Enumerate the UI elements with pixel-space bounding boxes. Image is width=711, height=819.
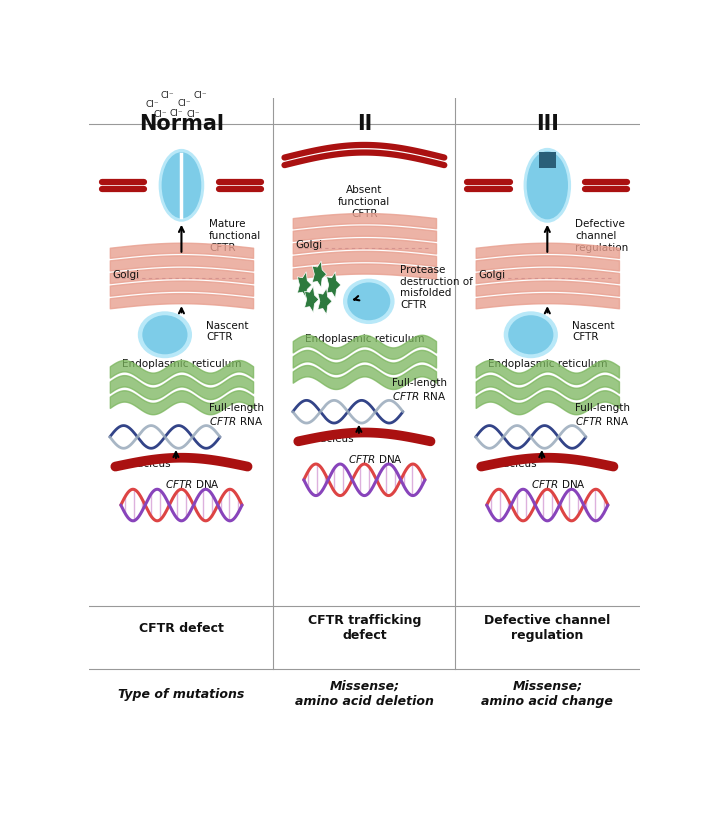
Text: Nucleus: Nucleus: [495, 459, 537, 469]
Text: Endoplasmic reticulum: Endoplasmic reticulum: [304, 334, 424, 344]
Ellipse shape: [523, 148, 571, 223]
Text: Cl⁻: Cl⁻: [146, 101, 159, 110]
Text: Defective channel
regulation: Defective channel regulation: [484, 614, 611, 642]
Text: Golgi: Golgi: [112, 269, 139, 280]
Text: Defective
channel
regulation: Defective channel regulation: [575, 219, 628, 252]
Text: Full-length
$\it{CFTR}$ RNA: Full-length $\it{CFTR}$ RNA: [209, 403, 264, 427]
Text: $\it{CFTR}$ DNA: $\it{CFTR}$ DNA: [531, 478, 586, 491]
Text: Endoplasmic reticulum: Endoplasmic reticulum: [488, 360, 607, 369]
Text: Missense;
amino acid deletion: Missense; amino acid deletion: [295, 681, 434, 708]
Text: Golgi: Golgi: [479, 269, 506, 280]
Ellipse shape: [503, 311, 558, 358]
Ellipse shape: [138, 311, 192, 358]
Text: Cl⁻: Cl⁻: [169, 109, 183, 118]
Text: CFTR defect: CFTR defect: [139, 622, 224, 635]
Text: Nascent
CFTR: Nascent CFTR: [572, 321, 614, 342]
Text: Cl⁻: Cl⁻: [194, 91, 208, 100]
Text: Endoplasmic reticulum: Endoplasmic reticulum: [122, 360, 241, 369]
Text: Cl⁻: Cl⁻: [154, 110, 167, 119]
Text: III: III: [536, 114, 559, 134]
Ellipse shape: [161, 152, 201, 219]
Text: Absent
functional
CFTR: Absent functional CFTR: [338, 185, 390, 219]
Text: Nucleus: Nucleus: [129, 459, 171, 469]
Text: Nascent
CFTR: Nascent CFTR: [206, 321, 249, 342]
Polygon shape: [297, 272, 311, 298]
Text: Protease
destruction of
misfolded
CFTR: Protease destruction of misfolded CFTR: [400, 265, 473, 310]
Text: Golgi: Golgi: [296, 240, 323, 251]
Polygon shape: [326, 272, 341, 298]
Ellipse shape: [347, 283, 390, 320]
Ellipse shape: [508, 315, 553, 355]
FancyBboxPatch shape: [539, 152, 555, 168]
Text: Type of mutations: Type of mutations: [118, 688, 245, 701]
Polygon shape: [304, 287, 319, 313]
Text: Cl⁻: Cl⁻: [161, 91, 174, 100]
Ellipse shape: [159, 149, 204, 222]
Polygon shape: [312, 261, 326, 287]
Polygon shape: [318, 288, 332, 314]
Text: $\it{CFTR}$ DNA: $\it{CFTR}$ DNA: [165, 478, 220, 491]
Text: Full-length
$\it{CFTR}$ RNA: Full-length $\it{CFTR}$ RNA: [392, 378, 447, 401]
Text: CFTR trafficking
defect: CFTR trafficking defect: [308, 614, 421, 642]
Ellipse shape: [343, 278, 395, 324]
Text: Normal: Normal: [139, 114, 224, 134]
Text: Nucleus: Nucleus: [312, 434, 353, 444]
Text: Cl⁻: Cl⁻: [187, 110, 201, 119]
Text: $\it{CFTR}$ DNA: $\it{CFTR}$ DNA: [348, 453, 403, 465]
Text: Cl⁻: Cl⁻: [177, 98, 191, 107]
Text: Full-length
$\it{CFTR}$ RNA: Full-length $\it{CFTR}$ RNA: [575, 403, 630, 427]
Ellipse shape: [527, 152, 568, 219]
Text: Missense;
amino acid change: Missense; amino acid change: [481, 681, 614, 708]
Text: Mature
functional
CFTR: Mature functional CFTR: [209, 219, 261, 252]
Ellipse shape: [142, 315, 188, 355]
Text: II: II: [357, 114, 372, 134]
